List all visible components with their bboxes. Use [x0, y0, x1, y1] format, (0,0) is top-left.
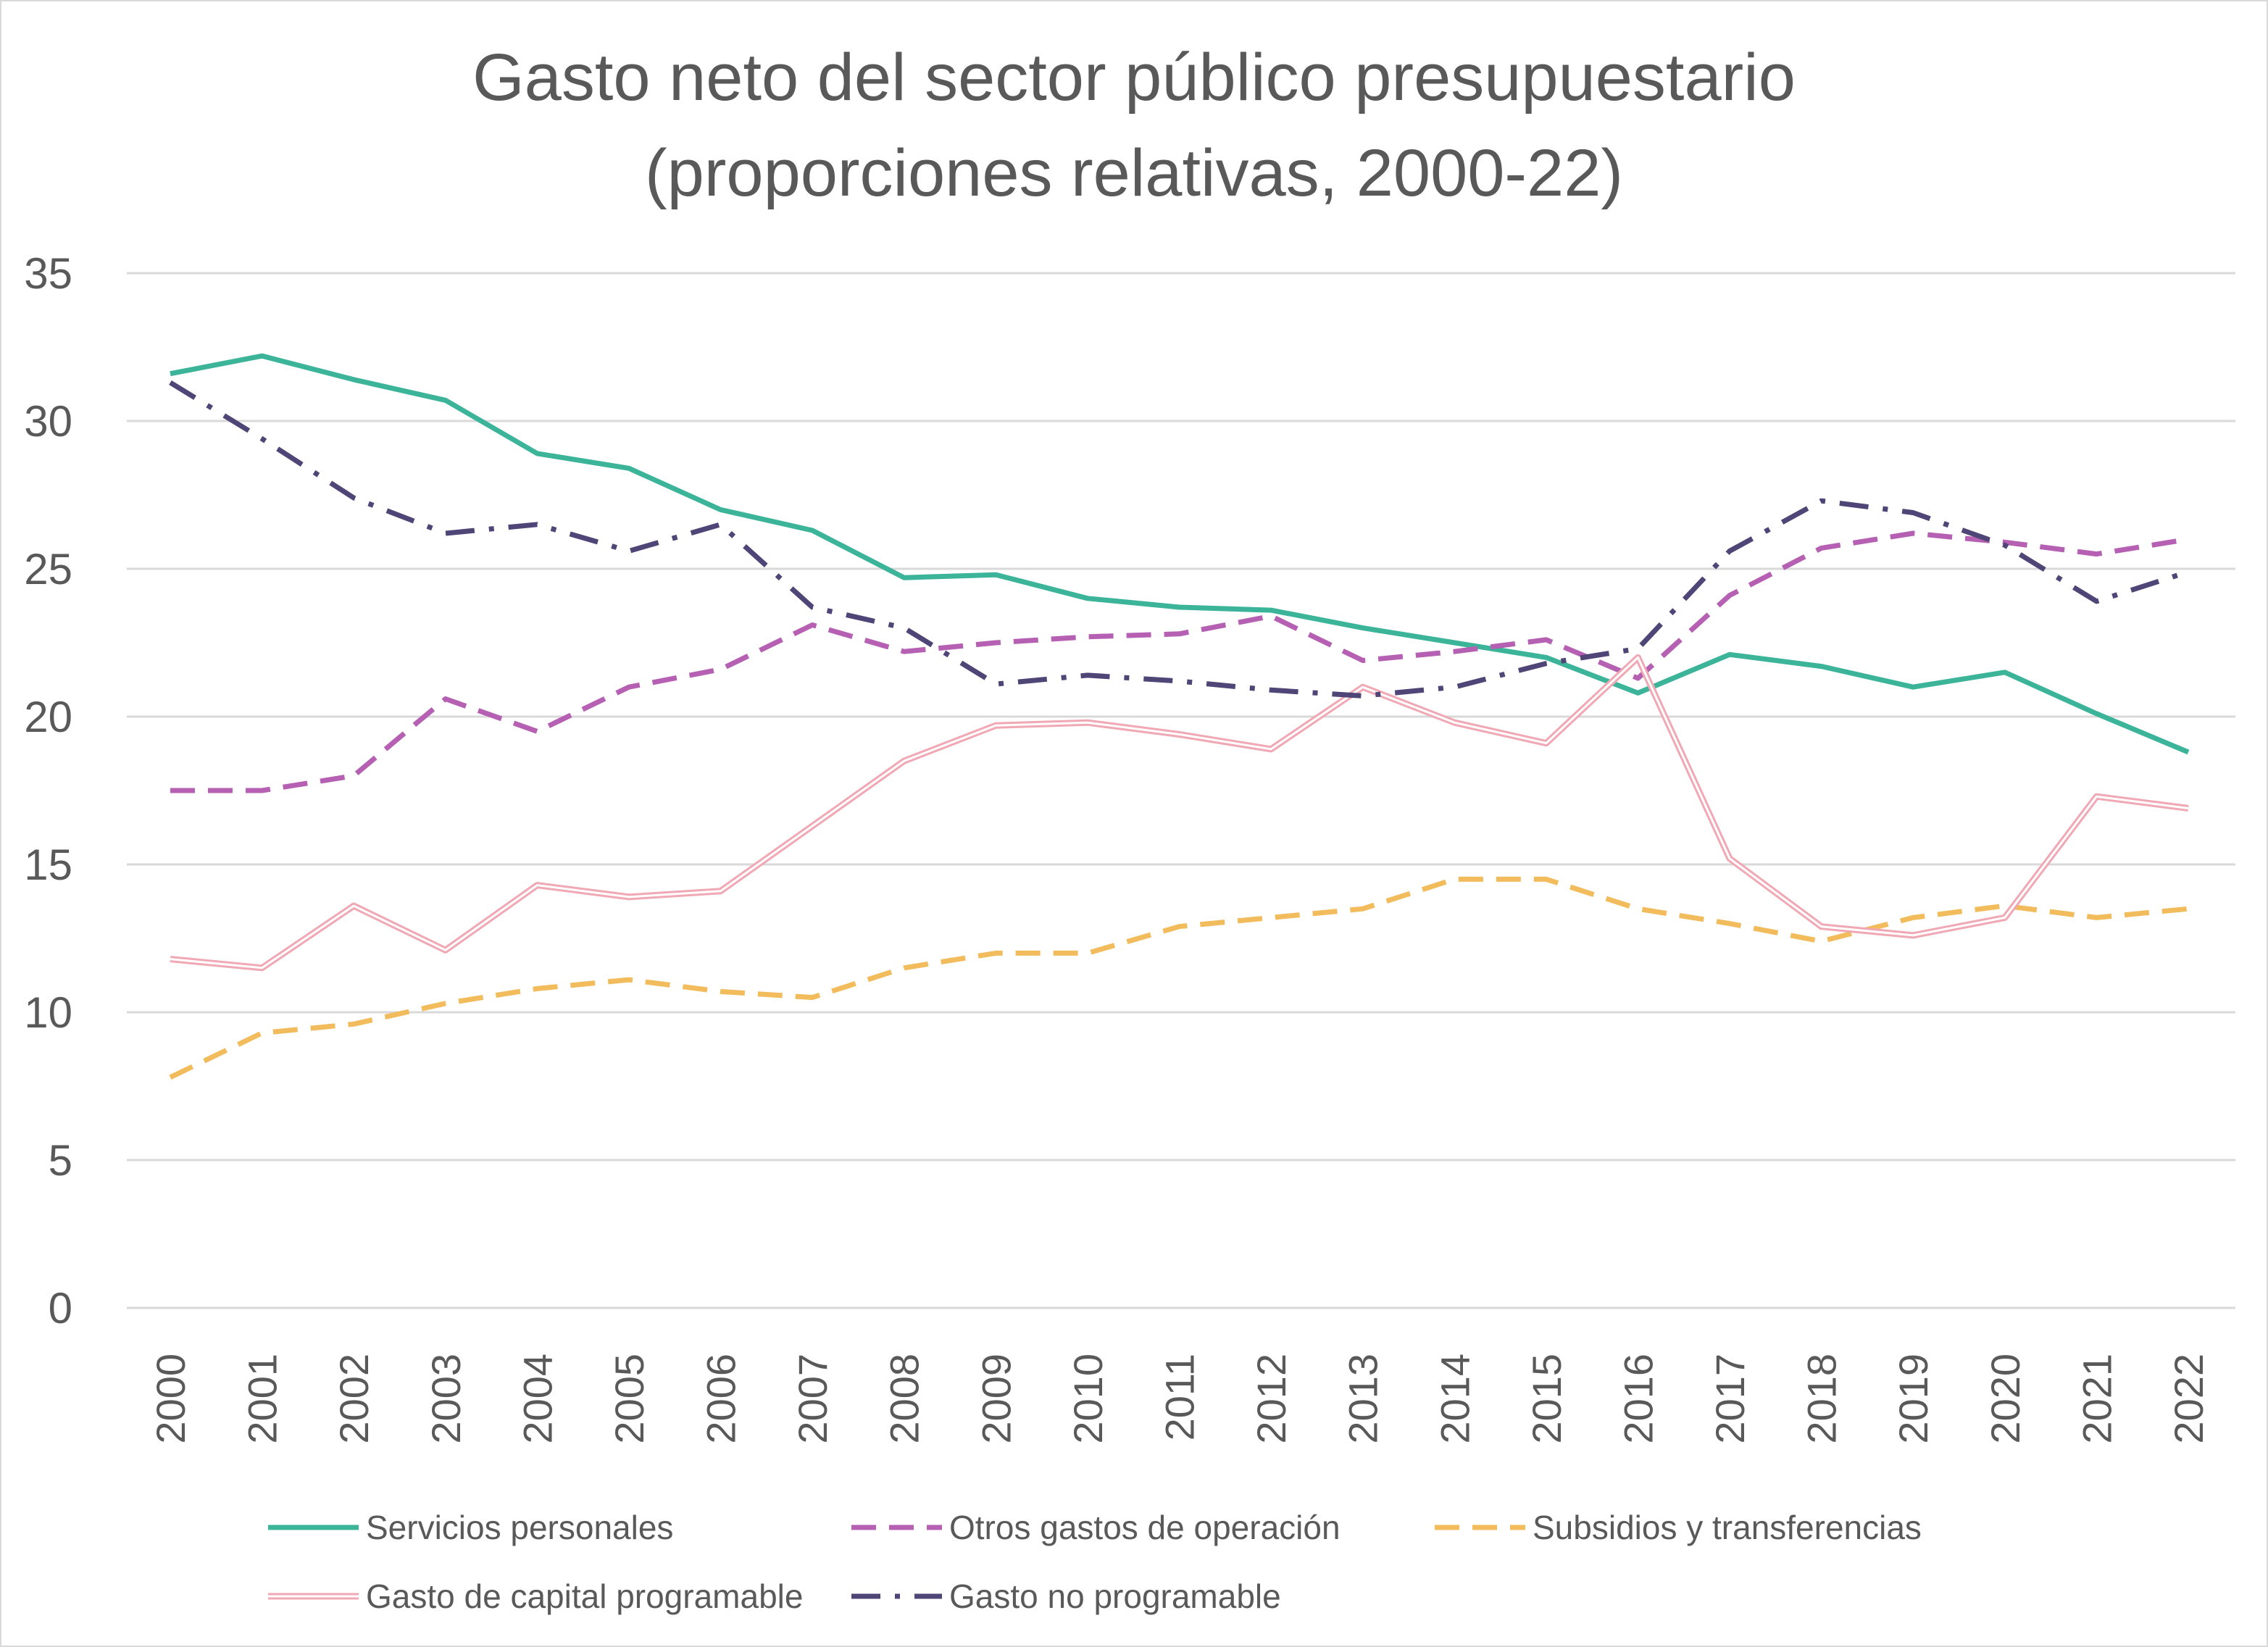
x-tick-label: 2003	[423, 1354, 469, 1444]
x-tick-label: 2015	[1524, 1354, 1569, 1444]
series-lines	[169, 353, 2190, 1080]
y-tick-label: 35	[24, 249, 72, 298]
y-tick-label: 15	[24, 841, 72, 889]
x-tick-label: 2010	[1065, 1354, 1111, 1444]
chart-subtitle: (proporciones relativas, 2000-22)	[645, 136, 1623, 210]
data-point	[1270, 615, 1272, 617]
legend-item: Subsidios y transferencias	[1435, 1509, 1922, 1546]
data-point	[1179, 680, 1180, 682]
gridlines	[127, 272, 2235, 1309]
x-tick-label: 2021	[2074, 1354, 2119, 1444]
series-line	[170, 353, 2190, 755]
series-otros-gastos-de-operaci-n	[170, 530, 2189, 793]
data-point	[1362, 695, 1364, 696]
series-line	[170, 530, 2189, 793]
legend-item: Gasto no programable	[851, 1577, 1281, 1615]
x-tick-label: 2019	[1890, 1354, 1936, 1444]
x-tick-label: 2014	[1432, 1354, 1477, 1444]
data-point	[1638, 908, 1639, 909]
legend-item: Servicios personales	[268, 1509, 673, 1546]
series-line	[170, 654, 2189, 972]
x-axis-tick-labels: 2000 2001 2002 2003 2004 2005 2006 2007 2008 2009…	[148, 1354, 2211, 1444]
y-tick-label: 5	[49, 1136, 72, 1185]
y-tick-label: 0	[49, 1284, 72, 1333]
x-tick-label: 2007	[790, 1354, 835, 1444]
data-point	[628, 551, 630, 552]
data-point	[2188, 908, 2189, 909]
series-subsidios-y-transferencias	[169, 876, 2189, 1080]
x-tick-label: 2001	[240, 1354, 285, 1444]
x-tick-label: 2013	[1341, 1354, 1386, 1444]
y-tick-label: 30	[24, 397, 72, 446]
x-tick-label: 2004	[514, 1354, 560, 1444]
x-tick-label: 2008	[882, 1354, 927, 1444]
legend-label: Gasto no programable	[949, 1577, 1281, 1615]
x-tick-label: 2012	[1248, 1354, 1294, 1444]
x-tick-label: 2005	[606, 1354, 652, 1444]
legend-label: Gasto de capital programable	[366, 1577, 803, 1615]
x-tick-label: 2011	[1157, 1354, 1203, 1440]
series-gasto-de-capital-programable	[170, 654, 2189, 972]
legend-label: Servicios personales	[366, 1509, 673, 1546]
series-line	[169, 380, 2190, 699]
x-tick-label: 2009	[973, 1354, 1019, 1444]
data-point	[904, 627, 905, 629]
data-point	[1638, 648, 1639, 649]
x-tick-label: 2017	[1707, 1354, 1753, 1444]
series-gasto-no-programable	[169, 380, 2190, 699]
legend-label: Subsidios y transferencias	[1533, 1509, 1922, 1546]
y-axis-tick-labels: 0 5 10 15 20 25 30 35	[24, 249, 72, 1333]
data-point	[720, 669, 722, 670]
y-tick-label: 25	[24, 545, 72, 593]
x-tick-label: 2022	[2166, 1354, 2211, 1444]
data-point	[1821, 941, 1822, 942]
x-tick-label: 2018	[1799, 1354, 1845, 1444]
data-point	[2188, 538, 2189, 540]
data-point	[1270, 917, 1272, 918]
series-line	[169, 876, 2189, 1080]
legend-label: Otros gastos de operación	[949, 1509, 1341, 1546]
legend-item: Gasto de capital programable	[268, 1577, 803, 1615]
data-point	[1454, 878, 1455, 880]
y-tick-label: 20	[24, 693, 72, 741]
series-line	[170, 656, 2189, 970]
x-tick-label: 2002	[331, 1354, 377, 1444]
legend-item: Otros gastos de operación	[851, 1509, 1341, 1546]
data-point	[1087, 952, 1088, 954]
data-point	[995, 683, 996, 685]
data-point	[353, 775, 354, 777]
chart-title: Gasto neto del sector público presupuest…	[472, 41, 1796, 114]
x-tick-label: 2020	[1983, 1354, 2028, 1444]
data-point	[262, 1033, 263, 1034]
series-servicios-personales	[170, 353, 2190, 755]
x-tick-label: 2006	[699, 1354, 744, 1444]
data-point	[2188, 571, 2189, 572]
data-point	[2004, 905, 2006, 906]
data-point	[720, 524, 722, 525]
x-tick-label: 2000	[148, 1354, 193, 1444]
data-point	[1087, 636, 1088, 638]
data-point	[1454, 686, 1455, 688]
y-tick-label: 10	[24, 988, 72, 1037]
legend: Servicios personales Otros gastos de oper…	[268, 1509, 1922, 1615]
x-tick-label: 2016	[1615, 1354, 1661, 1444]
